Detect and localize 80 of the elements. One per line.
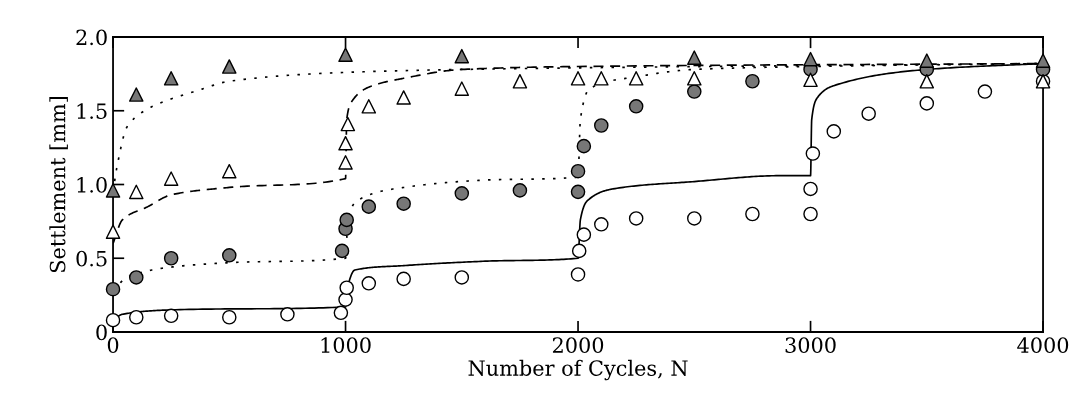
point — [163, 250, 179, 266]
point — [919, 96, 935, 111]
point — [745, 73, 760, 89]
point — [570, 71, 586, 86]
point — [163, 308, 179, 324]
point — [570, 267, 586, 282]
point — [105, 183, 121, 198]
point — [105, 281, 121, 297]
point — [339, 280, 354, 296]
y-axis-title: Settlement [mm] — [49, 96, 68, 273]
point — [570, 163, 586, 179]
point — [570, 184, 586, 200]
point — [628, 71, 644, 86]
point — [129, 184, 144, 200]
point — [361, 199, 377, 214]
point — [687, 71, 702, 86]
point — [129, 270, 144, 285]
point — [163, 171, 179, 186]
point — [977, 84, 993, 99]
point — [338, 47, 353, 62]
y-tick-label: 1.0 — [77, 176, 107, 193]
point — [1035, 53, 1051, 68]
point — [222, 248, 237, 263]
point — [105, 312, 121, 328]
y-tick-label: 2.0 — [76, 29, 107, 46]
point — [454, 48, 470, 64]
point — [129, 309, 144, 325]
x-tick-label: 0 — [107, 337, 119, 353]
point — [594, 217, 609, 232]
point — [576, 138, 592, 154]
point — [805, 146, 821, 161]
point — [129, 87, 144, 102]
point — [803, 206, 818, 222]
point — [338, 135, 353, 151]
point — [687, 50, 702, 65]
point — [594, 71, 609, 86]
point — [396, 271, 411, 287]
point — [280, 307, 295, 322]
point — [334, 243, 350, 259]
point — [512, 183, 528, 198]
point — [803, 181, 818, 197]
point — [571, 243, 587, 259]
point — [803, 72, 818, 88]
y-tick-label: 1.5 — [77, 103, 107, 119]
point — [687, 211, 702, 226]
point — [339, 212, 354, 228]
point — [826, 124, 842, 139]
x-tick-label: 1000 — [321, 337, 371, 353]
point — [919, 53, 935, 68]
point — [333, 305, 349, 321]
point — [338, 155, 353, 170]
point — [222, 59, 237, 74]
point — [512, 73, 528, 89]
point — [803, 51, 818, 67]
point — [594, 118, 609, 133]
point — [340, 116, 356, 132]
x-axis-title: Number of Cycles, N — [468, 359, 688, 381]
point — [396, 196, 411, 211]
point — [745, 206, 760, 222]
y-tick-label: 0.5 — [76, 250, 107, 267]
x-tick-label: 3000 — [785, 337, 836, 353]
y-tick-label: 0 — [96, 324, 107, 341]
point — [628, 99, 644, 114]
point — [861, 106, 876, 121]
point — [105, 224, 121, 239]
point — [454, 81, 470, 96]
point — [396, 90, 411, 105]
point — [454, 270, 470, 285]
point — [361, 276, 377, 291]
point — [361, 99, 377, 114]
point — [222, 309, 237, 325]
point — [222, 163, 237, 179]
point — [628, 211, 644, 226]
point — [687, 84, 702, 99]
point — [576, 227, 592, 242]
point — [919, 73, 935, 89]
point — [163, 71, 179, 86]
point — [454, 186, 470, 201]
x-tick-label: 2000 — [552, 337, 604, 353]
x-tick-label: 4000 — [1017, 337, 1069, 353]
